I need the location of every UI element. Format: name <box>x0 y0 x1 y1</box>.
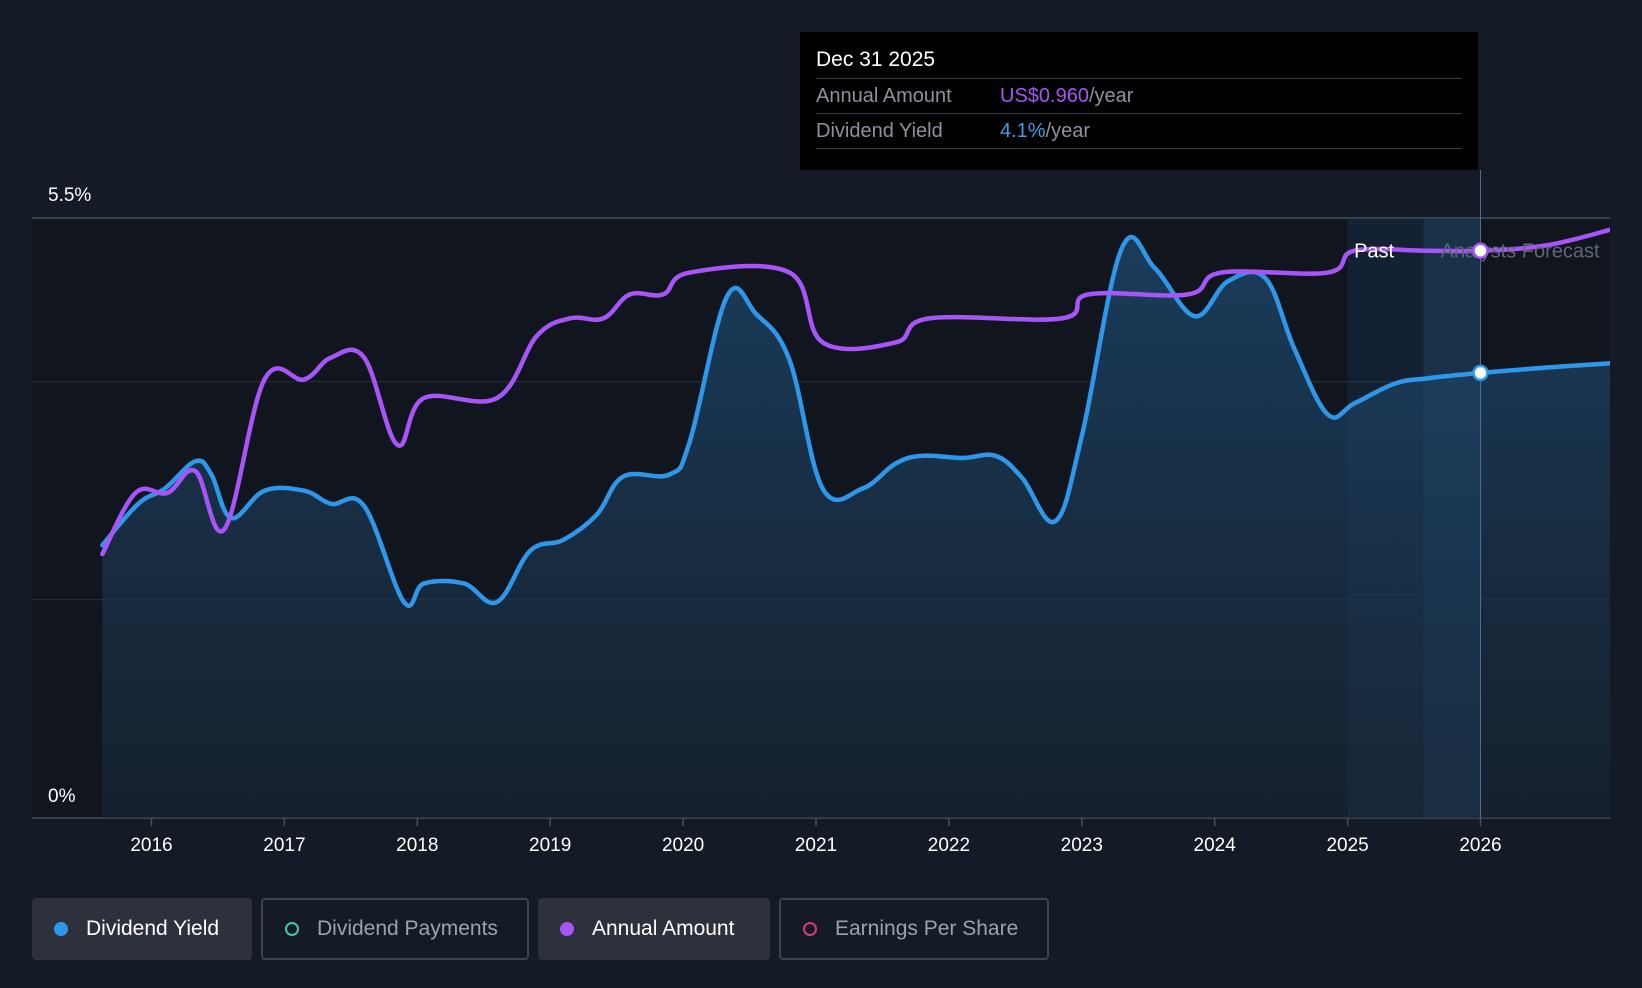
tooltip-unit: /year <box>1045 120 1091 142</box>
dividend-yield-dot-icon <box>54 922 68 936</box>
past-label: Past <box>1354 241 1394 263</box>
x-tick-label: 2026 <box>1459 835 1501 856</box>
legend-label: Annual Amount <box>592 917 735 940</box>
legend-dividend-payments[interactable]: Dividend Payments <box>261 898 529 960</box>
dividend-payments-ring-icon <box>285 922 299 936</box>
right-clip <box>1610 0 1642 890</box>
annual-amount-highlight-point <box>1472 242 1489 259</box>
tooltip-value: US$0.960 <box>1000 85 1089 107</box>
tooltip-value: 4.1% <box>1000 120 1046 142</box>
x-tick-label: 2021 <box>795 835 837 856</box>
dividend-yield-area <box>102 237 1614 819</box>
tooltip-label: Annual Amount <box>816 85 952 107</box>
x-tick-label: 2016 <box>130 835 172 856</box>
legend-earnings-per-share[interactable]: Earnings Per Share <box>779 898 1049 960</box>
legend-label: Earnings Per Share <box>835 917 1019 940</box>
x-tick-label: 2025 <box>1326 835 1368 856</box>
x-tick-label: 2023 <box>1061 835 1103 856</box>
y-max-label: 5.5% <box>48 185 91 206</box>
tooltip-unit: /year <box>1088 85 1134 107</box>
legend-annual-amount[interactable]: Annual Amount <box>538 898 770 960</box>
legend-dividend-yield[interactable]: Dividend Yield <box>32 898 252 960</box>
x-tick-label: 2020 <box>662 835 704 856</box>
annual-amount-line <box>100 226 1616 557</box>
legend-label: Dividend Yield <box>86 917 220 940</box>
y-axis-labels: 5.5% 0% <box>48 185 91 807</box>
tooltip-row-dividend-yield: Dividend Yield 4.1% /year <box>816 114 1462 149</box>
x-tick-label: 2019 <box>529 835 571 856</box>
dividend-chart: Past Analysts Forecast 2016 2017 2018 2019 2… <box>32 0 1642 890</box>
highlight-points <box>1472 242 1489 382</box>
tooltip-label: Dividend Yield <box>816 120 943 142</box>
earnings-per-share-ring-icon <box>803 922 817 936</box>
legend: Dividend Yield Dividend Payments Annual … <box>32 898 1049 960</box>
x-tick-label: 2024 <box>1194 835 1237 856</box>
tooltip-date: Dec 31 2025 <box>816 46 1462 79</box>
tooltip: Dec 31 2025 Annual Amount US$0.960 /year… <box>800 32 1478 170</box>
tooltip-row-annual-amount: Annual Amount US$0.960 /year <box>816 79 1462 114</box>
y-min-label: 0% <box>48 786 76 807</box>
legend-label: Dividend Payments <box>317 917 498 940</box>
x-tick-label: 2017 <box>263 835 305 856</box>
dividend-yield-highlight-point <box>1472 364 1489 382</box>
x-axis-ticks: 2016 2017 2018 2019 2020 2021 2022 2023 2024 2025… <box>130 818 1502 856</box>
x-tick-label: 2022 <box>928 835 970 856</box>
x-tick-label: 2018 <box>396 835 438 856</box>
dividend-yield-line <box>100 234 1616 608</box>
forecast-label: Analysts Forecast <box>1441 241 1600 263</box>
annual-amount-dot-icon <box>560 922 574 936</box>
